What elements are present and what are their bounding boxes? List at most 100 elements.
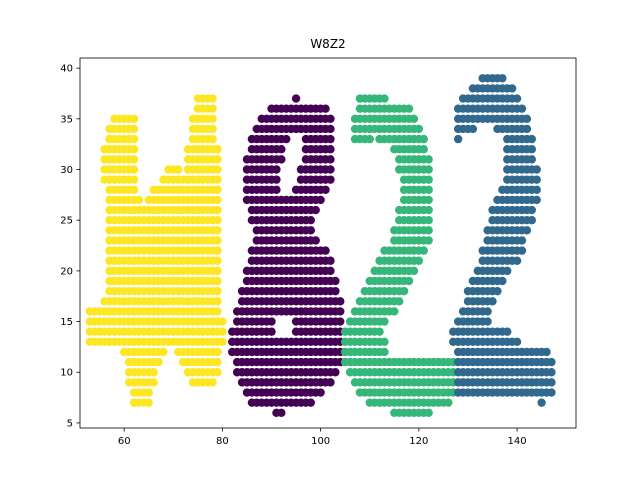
scatter-point-W: [208, 134, 217, 144]
scatter-point-W: [129, 165, 139, 174]
scatter-point-8: [326, 378, 335, 387]
scatter-point-8: [326, 175, 335, 184]
scatter-point-W: [213, 236, 222, 245]
scatter-point-W: [129, 145, 139, 154]
scatter-point-8: [277, 155, 286, 164]
y-tick-label: 15: [60, 317, 73, 328]
scatter-point-W: [144, 398, 153, 407]
scatter-point-8: [326, 134, 335, 144]
scatter-point-W: [208, 124, 217, 134]
scatter-point-W: [213, 307, 222, 316]
scatter-point-2: [493, 286, 502, 296]
scatter-point-Z: [380, 317, 389, 326]
scatter-point-8: [316, 388, 325, 397]
scatter-point-Z: [409, 266, 419, 276]
scatter-point-W: [213, 256, 222, 265]
scatter-point-8: [326, 155, 335, 164]
scatter-point-2: [542, 347, 551, 357]
scatter-point-W: [129, 124, 139, 134]
scatter-point-2: [503, 266, 512, 276]
scatter-point-W: [213, 246, 222, 255]
scatter-point-2: [503, 327, 512, 336]
scatter-point-2: [512, 256, 522, 265]
scatter-point-2: [547, 388, 556, 397]
scatter-point-2: [547, 368, 556, 377]
scatter-point-Z: [414, 124, 424, 134]
scatter-point-2: [453, 134, 463, 144]
scatter-point-W: [218, 337, 227, 347]
scatter-point-8: [306, 215, 316, 225]
chart-title: W8Z2: [310, 37, 345, 51]
x-tick-label: 100: [311, 436, 330, 447]
scatter-point-W: [129, 185, 139, 194]
scatter-point-Z: [375, 327, 384, 336]
scatter-point-W: [213, 175, 222, 184]
x-tick-label: 120: [409, 436, 428, 447]
scatter-point-8: [291, 94, 301, 103]
scatter-point-W: [149, 378, 158, 387]
scatter-point-2: [483, 307, 492, 316]
scatter-point-2: [498, 74, 507, 83]
y-tick-label: 20: [60, 266, 73, 277]
scatter-point-8: [326, 124, 335, 134]
scatter-point-2: [532, 195, 541, 205]
scatter-point-8: [267, 317, 276, 326]
scatter-point-Z: [414, 256, 424, 265]
scatter-point-2: [488, 297, 497, 306]
scatter-point-Z: [419, 145, 428, 154]
scatter-point-8: [311, 236, 320, 245]
scatter-point-8: [331, 286, 340, 296]
scatter-point-W: [129, 175, 139, 184]
scatter-point-W: [213, 195, 222, 205]
scatter-point-Z: [380, 347, 389, 357]
scatter-point-2: [517, 104, 527, 113]
scatter-point-Z: [390, 307, 399, 316]
scatter-point-W: [213, 297, 222, 306]
scatter-point-W: [208, 378, 217, 387]
scatter-point-2: [468, 124, 478, 134]
scatter-point-2: [517, 246, 527, 255]
scatter-point-W: [213, 286, 222, 296]
y-tick-label: 30: [60, 165, 73, 176]
scatter-point-Z: [380, 94, 389, 103]
scatter-point-Z: [424, 155, 433, 164]
scatter-point-W: [213, 347, 222, 357]
scatter-point-Z: [424, 185, 433, 194]
scatter-point-Z: [424, 165, 433, 174]
scatter-point-8: [331, 368, 340, 377]
scatter-point-Z: [419, 246, 428, 255]
scatter-point-W: [208, 114, 217, 124]
data-points: [85, 74, 556, 417]
scatter-point-8: [331, 276, 340, 286]
scatter-point-Z: [424, 195, 433, 205]
scatter-point-W: [149, 368, 158, 377]
y-tick-label: 5: [67, 418, 73, 429]
scatter-point-2: [527, 145, 536, 154]
scatter-point-2: [512, 337, 522, 347]
scatter-point-Z: [419, 134, 428, 144]
scatter-point-2: [517, 236, 527, 245]
y-tick-label: 40: [60, 64, 73, 75]
scatter-point-8: [306, 398, 316, 407]
scatter-point-2: [498, 276, 507, 286]
scatter-point-2: [522, 114, 532, 124]
scatter-point-W: [159, 347, 168, 357]
scatter-point-W: [213, 368, 222, 377]
scatter-point-8: [282, 134, 291, 144]
scatter-point-Z: [399, 286, 409, 296]
scatter-point-2: [522, 124, 532, 134]
y-tick-label: 10: [60, 368, 73, 379]
scatter-point-2: [483, 317, 492, 326]
scatter-point-8: [321, 185, 330, 194]
scatter-point-2: [527, 215, 536, 225]
scatter-point-W: [144, 388, 153, 397]
scatter-point-8: [272, 165, 281, 174]
scatter-point-2: [527, 205, 536, 215]
scatter-point-2: [507, 84, 517, 93]
scatter-point-2: [522, 226, 532, 235]
scatter-point-W: [218, 327, 227, 336]
scatter-point-Z: [365, 134, 374, 144]
scatter-point-Z: [409, 114, 419, 124]
scatter-point-W: [154, 357, 163, 367]
scatter-point-8: [277, 145, 286, 154]
